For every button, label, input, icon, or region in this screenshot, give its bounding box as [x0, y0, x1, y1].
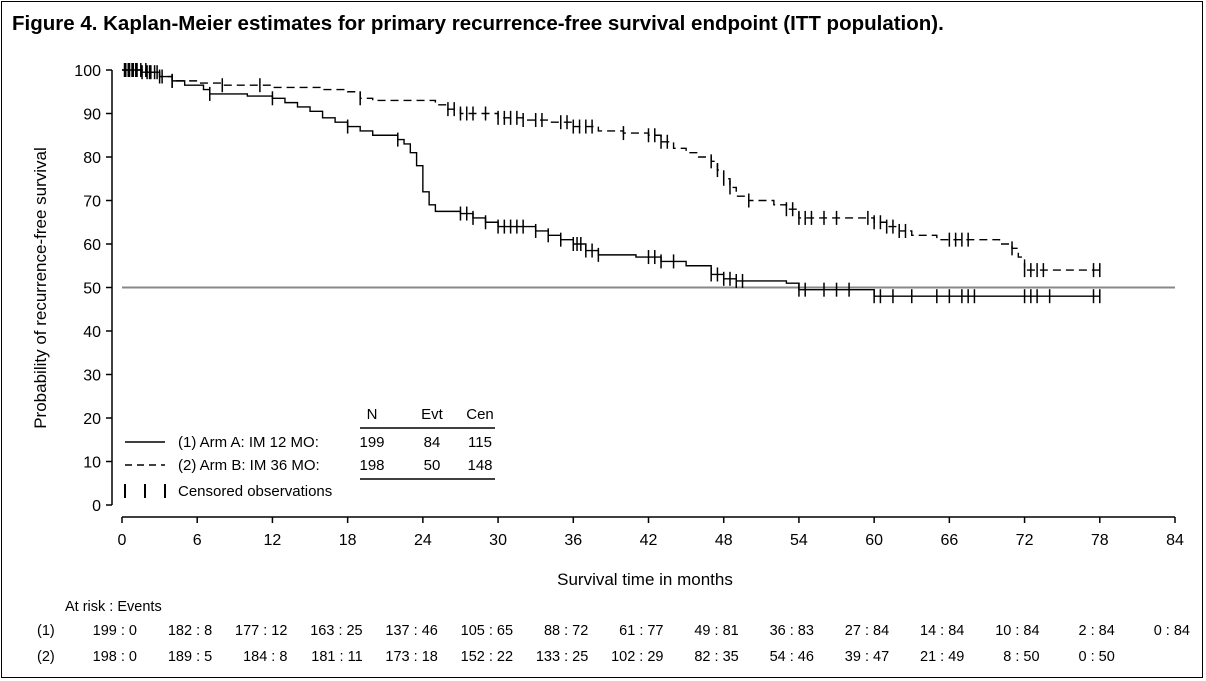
curve-series-1	[122, 69, 1100, 297]
x-tick-label-48: 48	[715, 532, 733, 549]
x-tick-label-18: 18	[339, 532, 357, 549]
survival-curves	[122, 69, 1100, 297]
x-tick-label-12: 12	[264, 532, 282, 549]
y-tick-label-90: 90	[83, 107, 101, 124]
at-risk-value-r1-5: 105 : 65	[461, 623, 513, 639]
y-axis-label: Probability of recurrence-free survival	[31, 147, 50, 429]
at-risk-value-r2-7: 102 : 29	[611, 649, 663, 665]
y-tick-label-20: 20	[83, 411, 101, 428]
x-tick-label-6: 6	[193, 532, 202, 549]
x-tick-label-66: 66	[940, 532, 958, 549]
legend-n-2: 198	[359, 457, 384, 474]
y-tick-label-30: 30	[83, 368, 101, 385]
at-risk-value-r1-10: 27 : 84	[845, 623, 889, 639]
at-risk-value-r1-0: 199 : 0	[93, 623, 137, 639]
legend-evt-1: 84	[424, 434, 441, 451]
x-tick-label-54: 54	[790, 532, 808, 549]
legend: N Evt Cen (1) Arm A: IM 12 MO: 199 84 115 (2) A…	[124, 406, 495, 500]
x-tick-label-42: 42	[640, 532, 658, 549]
x-tick-label-24: 24	[414, 532, 432, 549]
at-risk-value-r2-10: 39 : 47	[845, 649, 889, 665]
at-risk-value-r2-1: 189 : 5	[168, 649, 212, 665]
at-risk-value-r2-3: 181 : 11	[311, 649, 362, 665]
at-risk-value-r1-7: 61 : 77	[619, 623, 663, 639]
legend-header-2: Cen	[466, 406, 494, 423]
at-risk-value-r2-9: 54 : 46	[770, 649, 814, 665]
at-risk-value-r2-13: 0 : 50	[1079, 649, 1115, 665]
censor-marks	[123, 63, 1101, 304]
x-tick-label-60: 60	[865, 532, 883, 549]
y-tick-label-80: 80	[83, 150, 101, 167]
at-risk-table: At risk : Events (1) 199 : 0 182 : 8 177 : 1…	[37, 599, 1190, 665]
at-risk-header: At risk : Events	[65, 599, 162, 615]
legend-header-1: Evt	[421, 406, 444, 423]
x-tick-label-30: 30	[489, 532, 507, 549]
at-risk-value-r1-9: 36 : 83	[770, 623, 814, 639]
x-axis-label: Survival time in months	[557, 570, 733, 589]
at-risk-value-r1-13: 2 : 84	[1079, 623, 1115, 639]
at-risk-value-r1-6: 88 : 72	[544, 623, 588, 639]
at-risk-value-r2-4: 173 : 18	[385, 649, 437, 665]
y-tick-label-0: 0	[92, 498, 101, 515]
legend-censored-label: Censored observations	[178, 483, 332, 500]
y-tick-label-60: 60	[83, 237, 101, 254]
x-tick-label-36: 36	[564, 532, 582, 549]
legend-label-1: (1) Arm A: IM 12 MO:	[178, 434, 319, 451]
at-risk-value-r2-12: 8 : 50	[1003, 649, 1039, 665]
at-risk-value-r2-5: 152 : 22	[461, 649, 513, 665]
legend-cen-2: 148	[467, 457, 492, 474]
x-tick-label-84: 84	[1166, 532, 1184, 549]
at-risk-value-r1-11: 14 : 84	[920, 623, 964, 639]
curve-series-2	[122, 69, 1100, 271]
at-risk-value-r1-3: 163 : 25	[310, 623, 362, 639]
legend-evt-2: 50	[424, 457, 441, 474]
at-risk-value-r2-6: 133 : 25	[536, 649, 588, 665]
at-risk-value-r1-4: 137 : 46	[385, 623, 437, 639]
at-risk-value-r1-14: 0 : 84	[1154, 623, 1190, 639]
at-risk-value-r1-1: 182 : 8	[168, 623, 212, 639]
y-tick-label-50: 50	[83, 281, 101, 298]
at-risk-value-r1-2: 177 : 12	[235, 623, 287, 639]
x-tick-label-78: 78	[1091, 532, 1109, 549]
y-tick-label-100: 100	[74, 63, 101, 80]
x-tick-label-0: 0	[118, 532, 127, 549]
legend-n-1: 199	[359, 434, 384, 451]
x-tick-label-72: 72	[1016, 532, 1034, 549]
at-risk-value-r1-8: 49 : 81	[694, 623, 738, 639]
at-risk-value-r2-8: 82 : 35	[694, 649, 738, 665]
at-risk-row-label-1: (1)	[37, 623, 55, 639]
legend-header-0: N	[367, 406, 378, 423]
at-risk-value-r1-12: 10 : 84	[995, 623, 1039, 639]
y-tick-label-10: 10	[83, 455, 101, 472]
at-risk-value-r2-0: 198 : 0	[93, 649, 137, 665]
legend-cen-1: 115	[468, 434, 492, 451]
legend-label-2: (2) Arm B: IM 36 MO:	[178, 457, 320, 474]
axes: 0 10 20 30 40 50 60 70 80 90 100 0 6 12 18 24 30 36 42 48 54…	[74, 63, 1184, 549]
at-risk-value-r2-2: 184 : 8	[243, 649, 287, 665]
at-risk-row-label-2: (2)	[37, 649, 55, 665]
y-tick-label-70: 70	[83, 194, 101, 211]
at-risk-value-r2-11: 21 : 49	[920, 649, 964, 665]
figure-title: Figure 4. Kaplan-Meier estimates for pri…	[12, 12, 944, 35]
y-tick-label-40: 40	[83, 324, 101, 341]
